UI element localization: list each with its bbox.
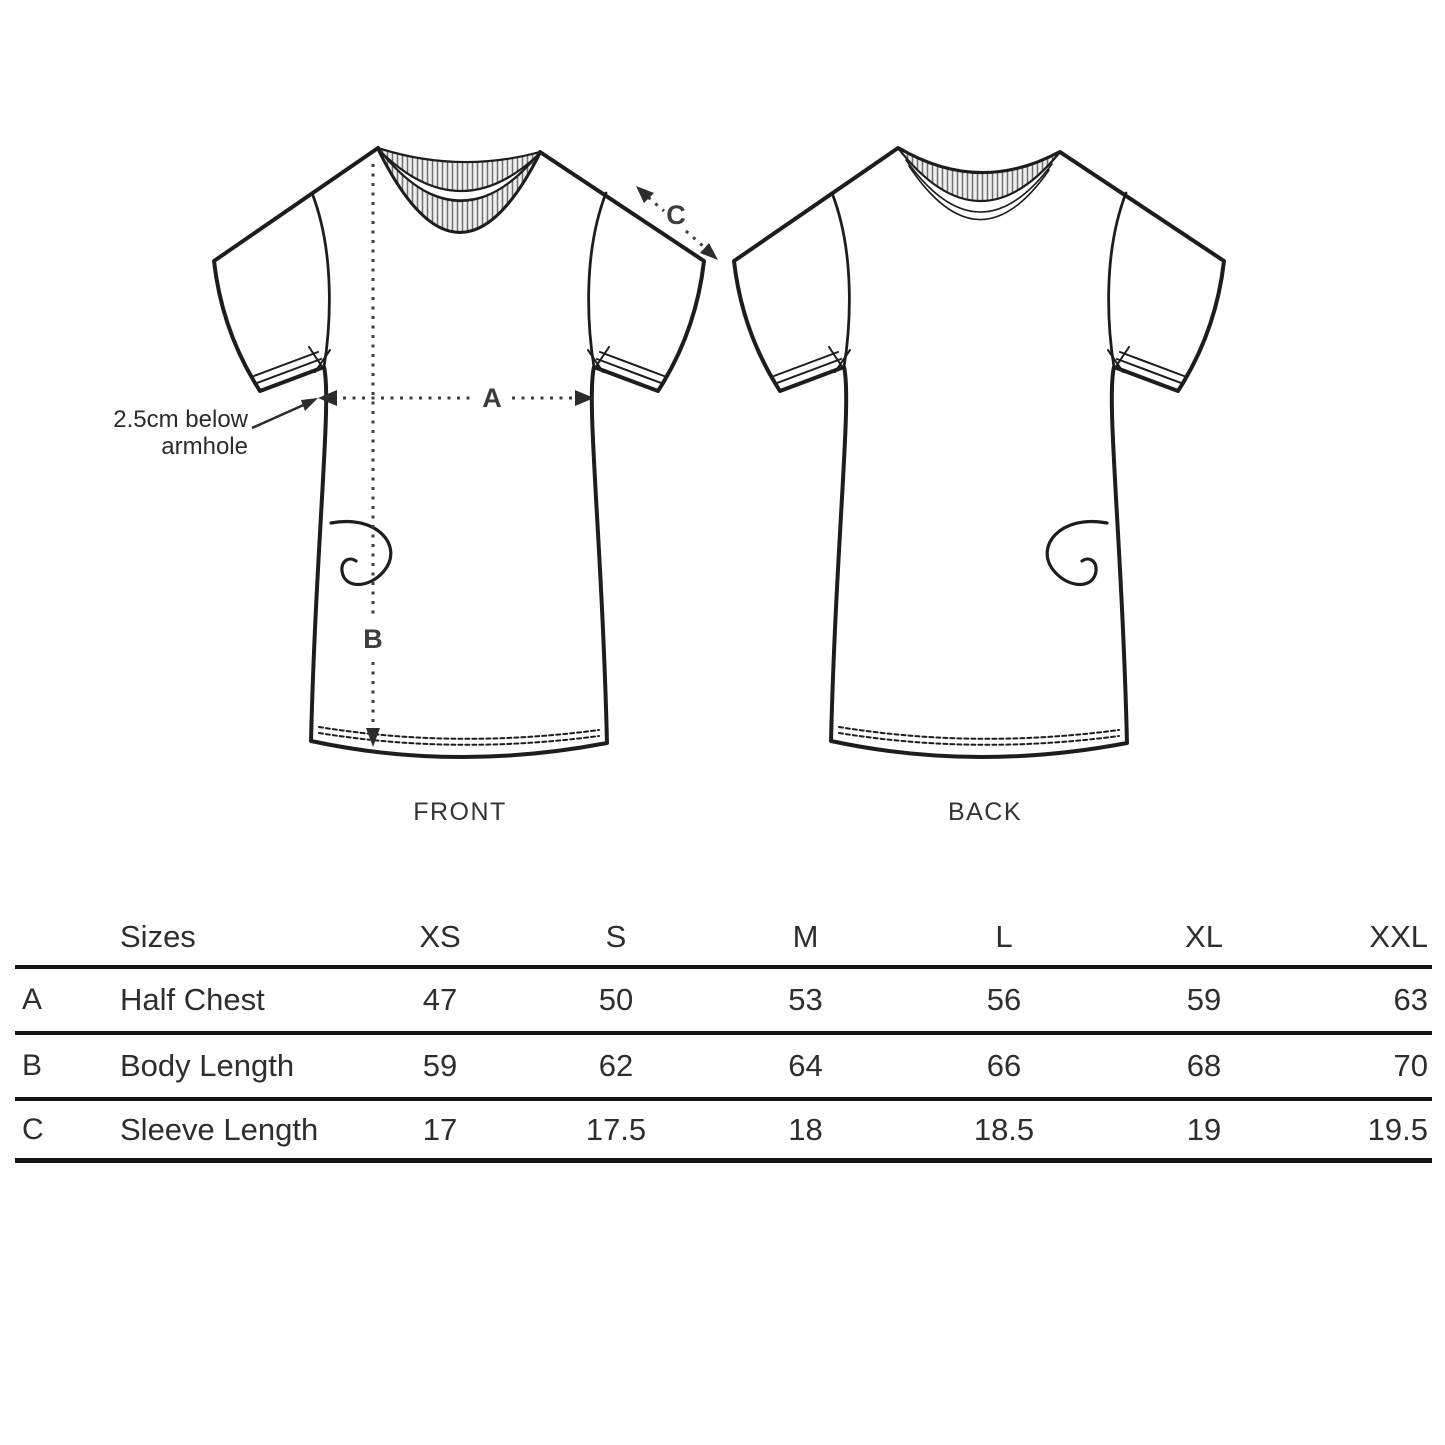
cell-value: 62 bbox=[598, 1048, 634, 1083]
cell-value: 59 bbox=[1186, 982, 1222, 1017]
front-underarm-notches bbox=[308, 346, 610, 373]
cell-value: 63 bbox=[1393, 982, 1428, 1017]
back-left-armhole-seam bbox=[830, 191, 851, 369]
cell-value: 50 bbox=[598, 982, 634, 1017]
back-right-cuff-stitch bbox=[1116, 351, 1185, 384]
front-tshirt-drawing bbox=[212, 146, 706, 759]
header-sizes-cell: Sizes bbox=[120, 919, 196, 954]
cell-value: 56 bbox=[986, 982, 1022, 1017]
cell-value: 17 bbox=[422, 1111, 458, 1147]
row-name: Sleeve Length bbox=[120, 1111, 319, 1147]
front-left-cuff-stitch bbox=[253, 351, 322, 384]
dimension-annotations: A B C 2.5cm below armhole bbox=[113, 164, 718, 747]
row-letter: B bbox=[22, 1049, 43, 1082]
back-right-armhole-seam bbox=[1107, 191, 1128, 369]
dim-line-c bbox=[636, 186, 718, 260]
row-name: Half Chest bbox=[120, 982, 265, 1017]
armhole-note-arrow bbox=[251, 398, 318, 430]
cell-value: 47 bbox=[422, 982, 458, 1017]
cell-value: 53 bbox=[788, 982, 823, 1017]
front-body-outline bbox=[212, 146, 706, 759]
tshirt-measurement-diagram: A B C 2.5cm below armhole bbox=[113, 146, 1226, 826]
row-letter: C bbox=[22, 1112, 44, 1146]
dim-line-b bbox=[366, 164, 380, 747]
cell-value: 68 bbox=[1186, 1048, 1222, 1083]
front-right-cuff-stitch bbox=[596, 351, 665, 384]
cell-value: 18.5 bbox=[973, 1111, 1035, 1147]
cell-value: 70 bbox=[1393, 1048, 1428, 1083]
dim-label-a: A bbox=[482, 383, 502, 413]
table-row-sleeve-length: C Sleeve Length 17 17.5 18 18.5 19 19.5 bbox=[15, 1101, 1432, 1163]
front-collar-band bbox=[376, 146, 542, 234]
cell-value: 18 bbox=[788, 1111, 823, 1147]
row-letter: A bbox=[22, 983, 43, 1016]
back-underarm-notches bbox=[828, 346, 1130, 373]
back-drape-curl bbox=[1045, 519, 1109, 586]
cell-value: 19 bbox=[1186, 1111, 1222, 1147]
header-size-l: L bbox=[995, 919, 1013, 954]
front-view-label: FRONT bbox=[413, 798, 507, 826]
front-right-armhole-seam bbox=[587, 191, 608, 369]
dim-label-c: C bbox=[666, 200, 686, 230]
header-size-xxl: XXL bbox=[1369, 919, 1428, 954]
back-body-outline bbox=[732, 146, 1226, 759]
back-collar-seam-line bbox=[908, 165, 1050, 221]
back-view-label: BACK bbox=[948, 798, 1022, 826]
cell-value: 17.5 bbox=[585, 1111, 647, 1147]
front-drape-curl bbox=[329, 519, 393, 586]
front-hem-stitch bbox=[318, 726, 600, 746]
cell-value: 64 bbox=[788, 1048, 823, 1083]
cell-value: 59 bbox=[422, 1048, 458, 1083]
back-hem-stitch bbox=[838, 726, 1120, 746]
header-size-xl: XL bbox=[1185, 919, 1223, 954]
table-row-half-chest: A Half Chest 47 50 53 56 59 63 bbox=[15, 969, 1432, 1035]
cell-value: 19.5 bbox=[1367, 1111, 1428, 1147]
back-left-cuff-stitch bbox=[773, 351, 842, 384]
front-left-armhole-seam bbox=[310, 191, 331, 369]
table-row-body-length: B Body Length 59 62 64 66 68 70 bbox=[15, 1035, 1432, 1101]
armhole-note-line1: 2.5cm below bbox=[113, 406, 248, 433]
header-size-xs: XS bbox=[419, 919, 461, 954]
back-tshirt-drawing bbox=[732, 146, 1226, 759]
row-name: Body Length bbox=[120, 1048, 295, 1083]
header-size-m: M bbox=[792, 919, 819, 954]
size-table-header-row: Sizes XS S M L XL XXL bbox=[15, 905, 1432, 969]
back-collar-seam-line bbox=[905, 159, 1053, 213]
dim-label-b: B bbox=[363, 624, 383, 654]
dim-line-a bbox=[318, 390, 594, 406]
size-table: Sizes XS S M L XL XXL A Half Chest 47 50… bbox=[15, 905, 1432, 1163]
header-letter-cell bbox=[15, 955, 70, 965]
back-collar-band bbox=[896, 146, 1062, 203]
cell-value: 66 bbox=[986, 1048, 1022, 1083]
armhole-note-line2: armhole bbox=[161, 433, 248, 460]
header-size-s: S bbox=[605, 919, 627, 954]
